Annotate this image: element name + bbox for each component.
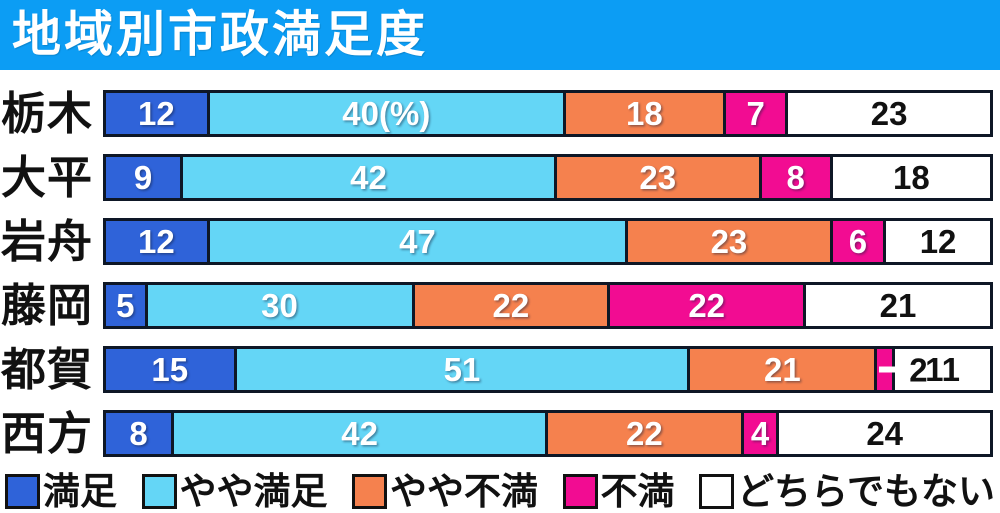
segment-neutral: 11 [895,346,993,393]
segment-satisfied: 5 [103,282,148,329]
value-label: 18 [893,159,930,196]
segment-somewhat-satisfied: 51 [236,346,691,393]
value-label: 11 [925,351,960,388]
value-label: 22 [626,415,663,452]
value-label: 15 [151,351,189,388]
segment-somewhat-satisfied: 40(%) [209,90,566,137]
legend-label: やや不満 [390,471,539,512]
segment-somewhat-satisfied: 47 [209,218,629,265]
segment-somewhat-dissatisfied: 23 [556,154,762,201]
value-label: 42 [341,415,378,452]
segment-dissatisfied: 2 [877,346,928,393]
segment-neutral: 24 [779,410,993,457]
value-label: 8 [786,159,805,196]
chart-row: 藤岡 5 30 22 22 21 [0,282,993,329]
value-label: 5 [116,287,135,324]
value-label: 22 [492,287,530,324]
segment-satisfied: 9 [103,154,184,201]
segment-satisfied: 12 [103,218,210,265]
value-label: 22 [688,287,726,324]
chart-title: 地域別市政満足度 [12,7,429,62]
segment-dissatisfied: 7 [725,90,789,137]
segment-somewhat-dissatisfied: 22 [414,282,611,329]
value-label: 51 [443,351,481,388]
segment-somewhat-satisfied: 42 [183,154,557,201]
segment-neutral: 12 [886,218,993,265]
value-label: 21 [879,287,917,324]
segment-dissatisfied: 8 [761,154,833,201]
segment-dissatisfied: 6 [832,218,887,265]
legend-item-somewhat-dissatisfied: やや不満 [352,473,538,510]
leader-line [879,366,910,373]
outside-value-label: 2 [879,351,928,388]
value-label: 40(%) [342,95,431,132]
chart-area: 栃木 12 40(%) 18 7 23 大平 9 42 23 8 18 岩舟 12 47 23 6 12 藤岡 5 30… [0,70,1000,457]
chart-row: 西方 8 42 22 4 24 [0,410,993,457]
stacked-bar: 9 42 23 8 18 [103,154,993,201]
segment-satisfied: 12 [103,90,210,137]
legend-item-dissatisfied: 不満 [562,471,675,512]
row-label: 岩舟 [1,216,94,267]
value-label: 21 [763,351,801,388]
segment-neutral: 21 [806,282,993,329]
legend-item-neutral: どちらでもない [699,473,995,510]
chart-row: 都賀 15 51 21 2 11 [0,346,993,393]
title-bar: 地域別市政満足度 [0,0,1000,70]
legend-swatch-dissatisfied [562,474,598,509]
value-label: 8 [129,415,148,452]
row-label: 西方 [1,408,94,459]
segment-somewhat-dissatisfied: 18 [565,90,726,137]
segment-somewhat-dissatisfied: 22 [547,410,744,457]
legend-item-satisfied: 満足 [5,473,117,510]
stacked-bar: 12 40(%) 18 7 23 [103,90,993,137]
value-label: 4 [750,415,770,452]
legend-label: やや満足 [179,471,328,512]
row-label: 都賀 [1,344,94,395]
chart-row: 岩舟 12 47 23 6 12 [0,218,993,265]
legend-swatch-satisfied [5,474,40,509]
segment-satisfied: 15 [103,346,237,393]
row-label: 栃木 [1,88,94,139]
legend-swatch-neutral [699,474,735,509]
segment-neutral: 18 [832,154,993,201]
stacked-bar: 15 51 21 2 11 [103,346,993,393]
segment-somewhat-dissatisfied: 21 [690,346,878,393]
chart-row: 大平 9 42 23 8 18 [0,154,993,201]
segment-satisfied: 8 [103,410,175,457]
chart-row: 栃木 12 40(%) 18 7 23 [0,90,993,137]
segment-somewhat-satisfied: 30 [147,282,415,329]
value-label: 42 [350,159,387,196]
value-label: 23 [870,95,908,132]
segment-neutral: 23 [788,90,993,137]
value-label: 23 [639,159,677,196]
stacked-bar: 12 47 23 6 12 [103,218,993,265]
legend-swatch-somewhat-dissatisfied [352,474,388,509]
legend-label: 不満 [600,471,675,512]
legend-item-somewhat-satisfied: やや満足 [141,471,328,512]
value-label: 47 [399,223,436,260]
stacked-bar: 8 42 22 4 24 [103,410,993,457]
segment-dissatisfied: 22 [610,282,807,329]
legend-label: どちらでもない [737,471,995,512]
value-label: 7 [746,95,765,132]
value-label: 12 [919,223,957,260]
legend-swatch-somewhat-satisfied [141,474,177,509]
value-label: 24 [866,415,904,452]
value-label: 30 [261,287,298,324]
stacked-bar: 5 30 22 22 21 [103,282,993,329]
value-label: 6 [848,223,868,260]
legend-label: 満足 [43,471,117,512]
value-label: 12 [138,223,175,260]
value-label: 18 [626,95,663,132]
legend: 満足 やや満足 やや不満 不満 どちらでもない [0,473,1000,510]
segment-somewhat-dissatisfied: 23 [628,218,833,265]
segment-somewhat-satisfied: 42 [174,410,548,457]
value-label: 12 [138,95,175,132]
row-label: 大平 [1,152,94,203]
value-label: 2 [909,351,928,388]
segment-dissatisfied: 4 [743,410,780,457]
row-label: 藤岡 [1,280,94,331]
value-label: 23 [710,223,748,260]
value-label: 9 [133,159,153,196]
